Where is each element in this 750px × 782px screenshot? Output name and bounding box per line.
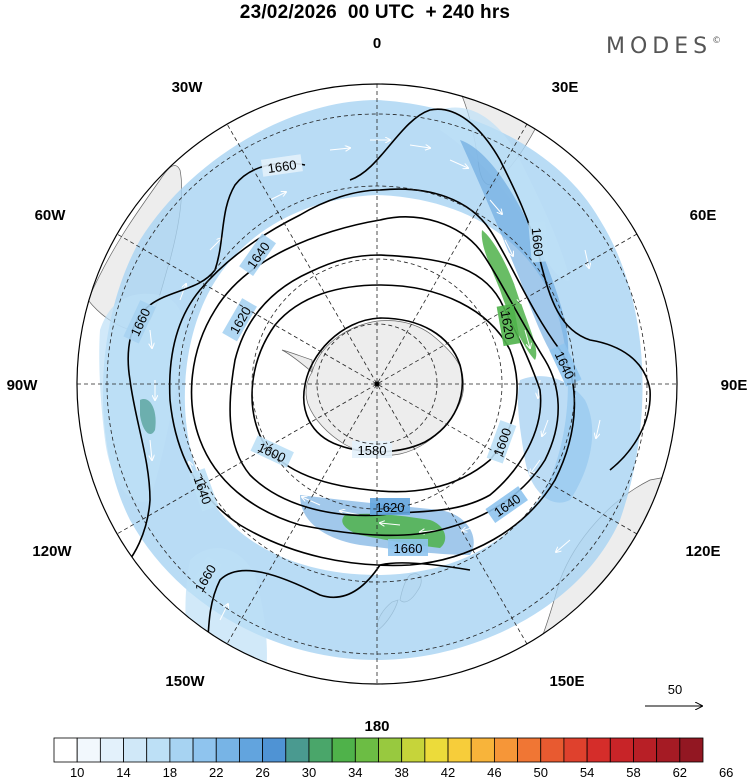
colorbar-tick-label: 42 [441,765,455,780]
wind-speed-shading [99,100,643,684]
colorbar-box [285,737,310,763]
lon-label-30w: 30W [172,79,204,96]
lon-label-150w: 150W [165,673,205,690]
colorbar-box [123,737,148,763]
contour-label: 1660 [528,221,549,263]
colorbar-box [262,737,287,763]
longitude-labels: 0 30E 60E 90E 120E 150E 180 150W 120W 90… [7,35,748,735]
reference-vector: 50 [645,682,702,706]
colorbar-box [239,737,264,763]
colorbar-box [633,737,658,763]
lon-label-60w: 60W [35,207,67,224]
colorbar-box [656,737,681,763]
colorbar-box [609,737,634,763]
brand-name: MODES [606,34,713,59]
brand-logo: MODES© [606,34,721,59]
colorbar-tick-label: 46 [487,765,501,780]
colorbar-box [563,737,588,763]
lon-label-180: 180 [364,718,389,735]
lon-label-120e: 120E [685,543,720,560]
colorbar-tick-label: 62 [673,765,687,780]
svg-text:1660: 1660 [267,157,298,176]
colorbar: 10141822263034384246505458626670 [53,737,733,780]
colorbar-box [76,737,101,763]
colorbar-box [401,737,426,763]
wind-vectors [150,140,601,621]
colorbar-tick-label: 38 [394,765,408,780]
colorbar-box [146,737,171,763]
colorbar-tick-label: 66 [719,765,733,780]
lon-label-90w: 90W [7,377,39,394]
colorbar-box [215,737,240,763]
svg-text:1660: 1660 [394,541,423,556]
colorbar-tick-label: 18 [163,765,177,780]
map-title: 23/02/2026 00 UTC + 240 hrs [239,2,511,23]
contour-label: 1620 [496,303,521,347]
colorbar-box [378,737,403,763]
colorbar-box [493,737,518,763]
colorbar-box [192,737,217,763]
svg-text:1620: 1620 [376,500,405,515]
colorbar-tick-label: 14 [116,765,130,780]
copyright-mark: © [712,36,722,46]
contour-label: 1660 [388,539,428,556]
colorbar-box [447,737,472,763]
colorbar-box [99,737,124,763]
graticule [77,84,677,684]
colorbar-tick-label: 22 [209,765,223,780]
lon-label-150e: 150E [549,673,584,690]
svg-text:1620: 1620 [498,310,518,341]
colorbar-tick-label: 50 [534,765,548,780]
colorbar-box [470,737,495,763]
colorbar-box [679,737,704,763]
contour-label: 1660 [260,154,303,177]
svg-text:1580: 1580 [358,443,387,458]
lon-label-90e: 90E [721,377,748,394]
contour-1640 [190,216,559,537]
colorbar-box [354,737,379,763]
colorbar-tick-label: 26 [255,765,269,780]
colorbar-tick-label: 10 [70,765,84,780]
colorbar-box [308,737,333,763]
map-border [76,83,678,685]
lon-label-0: 0 [373,35,381,52]
colorbar-box [331,737,356,763]
antarctic-peninsula [281,349,313,373]
colorbar-tick-label: 30 [302,765,316,780]
reference-vector-label: 50 [668,682,682,697]
contour-1660-inner [168,188,576,567]
contour-label: 1620 [370,498,410,515]
colorbar-tick-label: 54 [580,765,594,780]
svg-text:1660: 1660 [529,227,546,257]
colorbar-box [169,737,194,763]
contour-1660-south [204,562,471,676]
contour-1600 [251,284,518,493]
lon-label-30e: 30E [552,79,579,96]
colorbar-box [517,737,542,763]
lon-label-60e: 60E [690,207,717,224]
colorbar-box [586,737,611,763]
colorbar-box [540,737,565,763]
colorbar-tick-label: 58 [626,765,640,780]
contour-label: 1580 [352,441,392,458]
colorbar-box [424,737,449,763]
lon-label-120w: 120W [32,543,72,560]
colorbar-tick-label: 34 [348,765,362,780]
south-pole-marker [374,381,380,387]
colorbar-box [53,737,78,763]
